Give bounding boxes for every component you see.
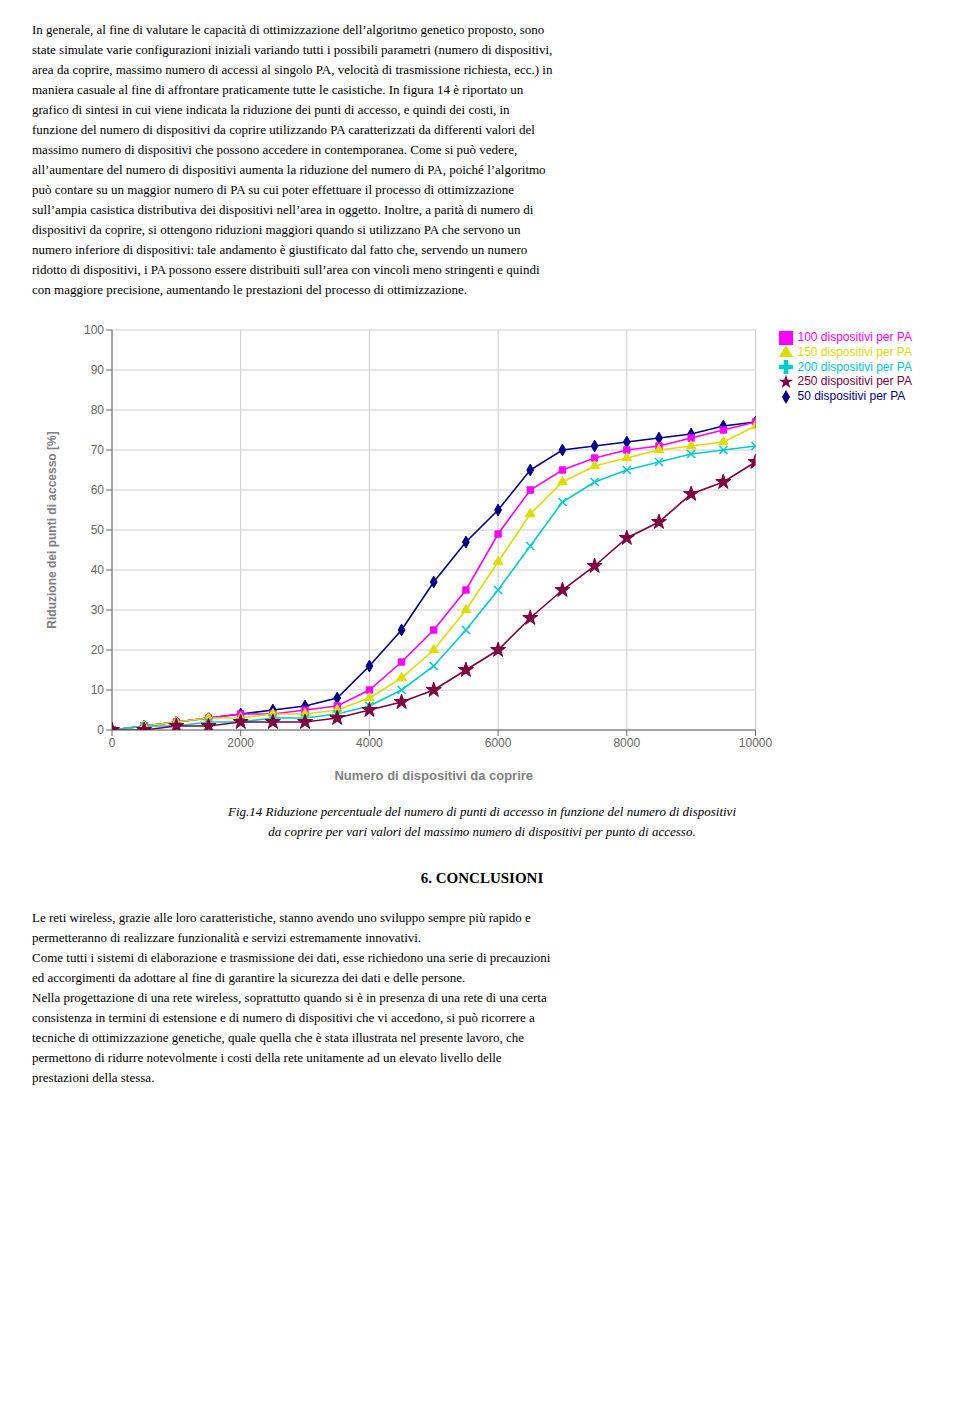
svg-text:Numero di dispositivi da copri: Numero di dispositivi da coprire — [334, 768, 533, 783]
svg-text:10000: 10000 — [739, 736, 773, 750]
html-text:massimo numero di dispositivi: massimo numero di dispositivi che posson… — [32, 142, 518, 157]
html-text:area da coprire, massimo numer: area da coprire, massimo numero di acces… — [32, 62, 553, 77]
html-text:prestazioni della stessa.: prestazioni della stessa. — [32, 1070, 155, 1085]
html-text:può contare su un maggior nume: può contare su un maggior numero di PA s… — [32, 182, 514, 197]
svg-text:50: 50 — [91, 523, 105, 537]
svg-text:80: 80 — [91, 403, 105, 417]
html-text:ridotto di dispositivi, i PA p: ridotto di dispositivi, i PA possono ess… — [32, 262, 540, 277]
html-text:Come tutti i sistemi di elabor: Come tutti i sistemi di elaborazione e t… — [32, 950, 551, 965]
html-text:numero inferiore di dispositiv: numero inferiore di dispositivi: tale an… — [32, 242, 528, 257]
svg-text:Riduzione dei punti di accesso: Riduzione dei punti di accesso [%] — [45, 431, 59, 628]
html-text:200 dispositivi per PA: 200 dispositivi per PA — [797, 359, 912, 374]
svg-text:30: 30 — [91, 603, 105, 617]
html-text:da coprire per vari valori del: da coprire per vari valori del massimo n… — [268, 824, 696, 839]
svg-text:0: 0 — [109, 736, 116, 750]
html-text:all’aumentare del numero di di: all’aumentare del numero di dispositivi … — [32, 162, 546, 177]
html-text:6. CONCLUSIONI: 6. CONCLUSIONI — [420, 870, 544, 886]
html-text:Fig.14 Riduzione percentuale d: Fig.14 Riduzione percentuale del numero … — [228, 804, 736, 819]
html-text:consistenza in termini di este: consistenza in termini di estensione e d… — [32, 1010, 535, 1025]
html-text:permetteranno di realizzare fu: permetteranno di realizzare funzionalità… — [32, 930, 422, 945]
svg-text:100: 100 — [84, 323, 104, 337]
html-text:sull’ampia casistica distribut: sull’ampia casistica distributiva dei di… — [32, 202, 534, 217]
html-text:con maggiore precisione, aumen: con maggiore precisione, aumentando le p… — [32, 282, 467, 297]
html-text:grafico di sintesi in cui vien: grafico di sintesi in cui viene indicata… — [32, 102, 510, 117]
svg-text:40: 40 — [91, 563, 105, 577]
svg-text:60: 60 — [91, 483, 105, 497]
html-text:In generale, al fine di valuta: In generale, al fine di valutare le capa… — [32, 22, 545, 37]
html-text:maniera casuale al fine di aff: maniera casuale al fine di affrontare pr… — [32, 82, 524, 97]
svg-text:70: 70 — [91, 443, 105, 457]
svg-text:8000: 8000 — [613, 736, 640, 750]
svg-text:6000: 6000 — [485, 736, 512, 750]
svg-text:10: 10 — [91, 683, 105, 697]
html-text:100 dispositivi per PA: 100 dispositivi per PA — [797, 330, 912, 344]
html-text:funzione del numero di disposi: funzione del numero di dispositivi da co… — [32, 122, 535, 137]
svg-text:4000: 4000 — [356, 736, 383, 750]
html-text:state simulate varie configura: state simulate varie configurazioni iniz… — [32, 42, 553, 57]
svg-text:20: 20 — [91, 643, 105, 657]
html-text:Nella progettazione di una ret: Nella progettazione di una rete wireless… — [32, 990, 547, 1005]
html-text:dispositivi da coprire, si ott: dispositivi da coprire, si ottengono rid… — [32, 222, 521, 237]
html-text:50 dispositivi per PA: 50 dispositivi per PA — [797, 389, 906, 404]
html-text:150 dispositivi per PA: 150 dispositivi per PA — [797, 344, 912, 359]
svg-text:0: 0 — [97, 723, 104, 737]
svg-text:90: 90 — [91, 363, 105, 377]
html-text:tecniche di ottimizzazione gen: tecniche di ottimizzazione genetiche, qu… — [32, 1030, 524, 1045]
html-text:Le reti wireless, grazie alle: Le reti wireless, grazie alle loro carat… — [32, 910, 531, 925]
html-text:250 dispositivi per PA: 250 dispositivi per PA — [797, 374, 912, 389]
html-text:ed accorgimenti da adottare al: ed accorgimenti da adottare al fine di g… — [32, 970, 466, 985]
html-text:permettono di ridurre notevolm: permettono di ridurre notevolmente i cos… — [32, 1050, 502, 1065]
svg-text:2000: 2000 — [227, 736, 254, 750]
